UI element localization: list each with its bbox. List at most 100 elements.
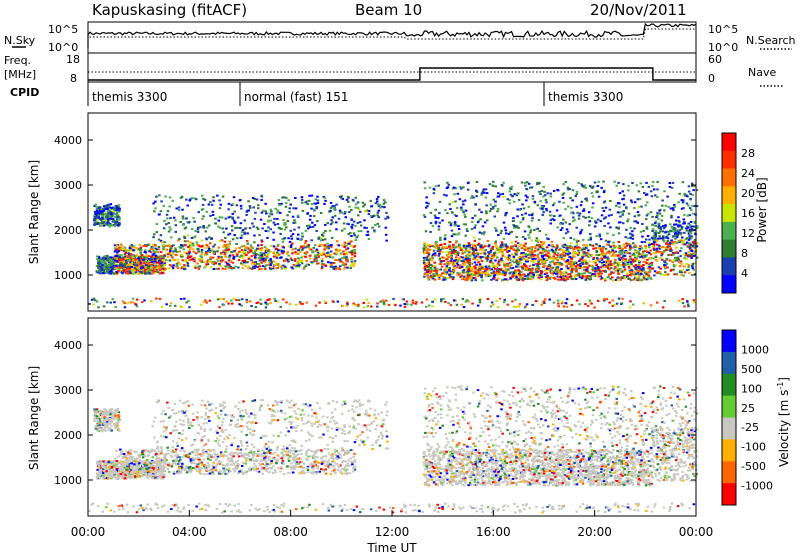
power-data-cell <box>527 253 531 256</box>
power-data-cell <box>541 213 544 216</box>
power-data-cell <box>162 248 165 251</box>
power-data-cell <box>149 251 153 254</box>
power-data-cell <box>525 187 528 190</box>
power-data-cell <box>563 257 566 260</box>
power-data-cell <box>629 271 632 273</box>
power-data-cell <box>113 208 116 211</box>
power-data-cell <box>637 259 641 262</box>
power-data-cell <box>624 258 627 261</box>
power-data-cell <box>115 220 118 223</box>
power-data-cell <box>147 267 150 270</box>
power-data-cell <box>108 270 112 273</box>
power-data-cell <box>566 277 570 280</box>
power-data-cell <box>534 257 537 260</box>
power-data-cell <box>658 235 661 238</box>
power-data-cell <box>117 272 120 275</box>
power-data-cell <box>568 273 572 276</box>
power-data-cell <box>311 221 314 224</box>
power-data-cell <box>677 258 680 261</box>
power-data-cell <box>110 260 114 263</box>
power-data-cell <box>179 221 182 223</box>
power-data-cell <box>206 261 209 263</box>
power-data-cell <box>504 248 507 251</box>
power-data-cell <box>532 264 536 266</box>
power-data-cell <box>437 217 440 219</box>
power-data-cell <box>455 245 458 248</box>
power-data-cell <box>453 252 456 255</box>
power-data-cell <box>247 200 250 203</box>
power-data-cell <box>427 278 431 281</box>
power-data-cell <box>566 276 569 279</box>
power-data-cell <box>221 267 224 270</box>
power-data-cell <box>148 272 152 275</box>
power-data-cell <box>491 254 494 257</box>
power-data-cell <box>682 274 685 277</box>
power-data-cell <box>457 225 460 228</box>
power-data-cell <box>317 236 321 239</box>
power-data-cell <box>159 234 163 237</box>
power-data-cell <box>431 257 434 260</box>
power-data-cell <box>599 270 602 273</box>
power-data-cell <box>574 245 577 248</box>
power-data-cell <box>323 247 327 250</box>
power-data-cell <box>382 202 386 205</box>
power-data-cell <box>513 193 516 196</box>
power-data-cell <box>541 246 544 249</box>
power-data-cell <box>160 200 163 203</box>
power-data-cell <box>624 275 628 278</box>
power-data-cell <box>673 240 677 243</box>
power-data-cell <box>226 264 230 266</box>
power-data-cell <box>488 256 492 259</box>
power-data-cell <box>298 247 302 250</box>
power-data-cell <box>446 246 449 249</box>
power-data-cell <box>249 250 252 253</box>
power-data-cell <box>575 190 579 193</box>
power-data-cell <box>105 214 109 216</box>
power-data-cell <box>135 264 138 267</box>
power-data-cell <box>114 222 117 225</box>
power-data-cell <box>530 219 534 222</box>
power-data-cell <box>356 221 360 224</box>
power-data-cell <box>679 255 682 258</box>
power-data-cell <box>99 210 102 213</box>
power-data-cell <box>459 186 462 188</box>
power-data-cell <box>637 265 640 268</box>
power-data-cell <box>426 273 429 276</box>
power-data-cell <box>523 264 527 267</box>
power-data-cell <box>539 200 542 203</box>
power-data-cell <box>477 261 480 264</box>
power-data-cell <box>132 256 135 259</box>
power-data-cell <box>108 225 111 228</box>
power-data-cell <box>239 222 243 225</box>
power-data-cell <box>300 256 303 259</box>
power-data-cell <box>264 259 267 262</box>
power-data-cell <box>351 223 354 226</box>
power-data-cell <box>171 252 175 255</box>
power-data-cell <box>433 214 437 217</box>
power-data-cell <box>172 216 176 219</box>
power-data-cell <box>688 242 691 245</box>
power-data-cell <box>594 247 597 250</box>
power-data-cell <box>212 263 215 266</box>
power-data-cell <box>545 277 548 279</box>
power-data-cell <box>501 249 505 252</box>
power-data-cell <box>598 245 601 248</box>
power-data-cell <box>331 216 334 219</box>
power-data-cell <box>97 262 100 265</box>
power-data-cell <box>670 225 673 228</box>
power-data-cell <box>523 247 526 250</box>
power-data-cell <box>452 276 455 279</box>
power-data-cell <box>682 221 686 224</box>
power-data-cell <box>253 234 256 237</box>
power-data-cell <box>195 241 199 244</box>
power-data-cell <box>101 217 105 220</box>
power-data-cell <box>182 244 185 247</box>
power-data-cell <box>566 267 570 270</box>
power-data-cell <box>133 272 137 275</box>
power-data-cell <box>290 244 293 247</box>
power-data-cell <box>294 207 298 210</box>
power-data-cell <box>195 198 198 201</box>
power-data-cell <box>502 252 505 255</box>
power-data-cell <box>102 258 105 261</box>
power-data-cell <box>340 229 344 232</box>
